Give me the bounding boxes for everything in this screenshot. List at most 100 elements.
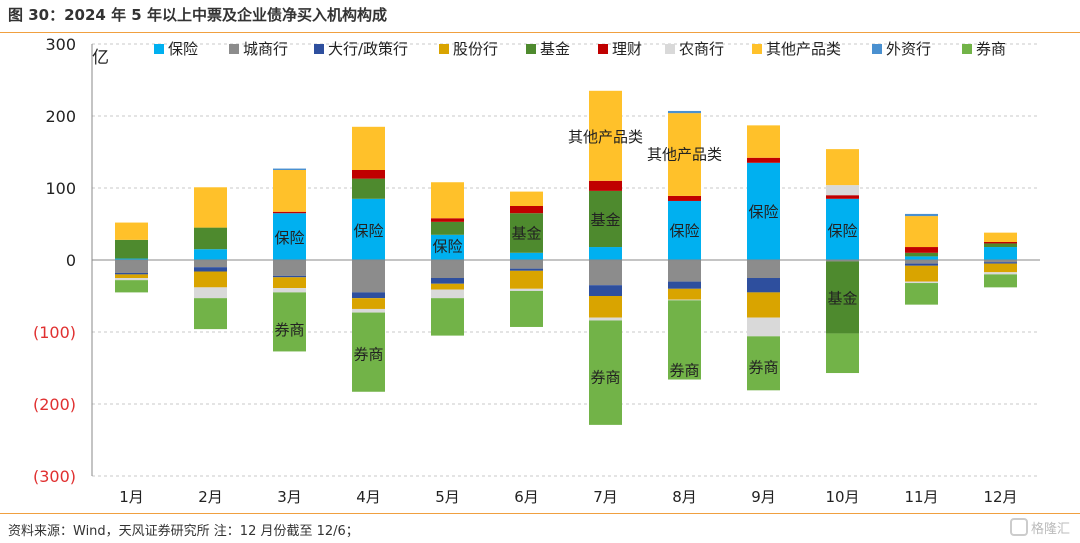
bar-segment xyxy=(905,247,938,253)
bar-annotation: 其他产品类 xyxy=(568,128,643,146)
legend-swatch xyxy=(314,44,324,54)
bar-segment xyxy=(273,213,306,260)
bar-segment xyxy=(273,277,306,289)
bar-segment xyxy=(984,260,1017,263)
bar-segment xyxy=(747,162,780,260)
bar-annotation: 保险 xyxy=(669,222,699,240)
bar-segment xyxy=(510,213,543,253)
watermark-text: 格隆汇 xyxy=(1030,522,1070,537)
bar-segment xyxy=(589,180,622,191)
bar-annotation: 保险 xyxy=(353,222,383,240)
bar-annotation: 保险 xyxy=(432,238,462,256)
bar-segment xyxy=(431,182,464,219)
bar-annotation: 保险 xyxy=(827,222,857,240)
bar-segment xyxy=(510,252,543,260)
bar-segment xyxy=(431,260,464,278)
bar-segment xyxy=(668,281,701,289)
bar-annotation: 其他产品类 xyxy=(647,145,722,163)
bar-segment xyxy=(984,274,1017,288)
y-tick-label: 100 xyxy=(45,179,76,198)
bar-segment xyxy=(510,268,543,271)
bar-segment xyxy=(194,187,227,228)
bar-segment xyxy=(431,234,464,260)
y-tick-label: (100) xyxy=(33,323,76,342)
bar-segment xyxy=(510,270,543,289)
bar-segment xyxy=(589,320,622,425)
bar-segment xyxy=(273,260,306,276)
bar-segment xyxy=(905,263,938,266)
legend-swatch xyxy=(439,44,449,54)
bar-segment xyxy=(352,312,385,392)
bar-segment xyxy=(984,272,1017,275)
bar-segment xyxy=(352,298,385,309)
bar-segment xyxy=(826,333,859,374)
bar-segment xyxy=(826,195,859,199)
bar-segment xyxy=(826,149,859,186)
bar-annotation: 券商 xyxy=(274,321,304,339)
x-tick-label: 9月 xyxy=(751,488,776,506)
y-tick-label: (300) xyxy=(33,467,76,486)
y-tick-label: 200 xyxy=(45,107,76,126)
bar-segment xyxy=(273,292,306,352)
x-tick-label: 10月 xyxy=(825,488,859,506)
bar-segment xyxy=(984,263,1017,273)
legend-label: 保险 xyxy=(168,40,198,58)
bar-segment xyxy=(115,274,148,278)
bar-segment xyxy=(352,178,385,199)
bar-segment xyxy=(826,261,859,334)
legend-swatch xyxy=(229,44,239,54)
bar-segment xyxy=(115,222,148,240)
bar-segment xyxy=(510,206,543,214)
bar-segment xyxy=(431,283,464,290)
bar-annotation: 券商 xyxy=(669,361,699,379)
bar-annotation: 基金 xyxy=(590,211,620,229)
bar-segment xyxy=(984,242,1017,244)
bar-segment xyxy=(431,218,464,222)
bar-segment xyxy=(984,232,1017,242)
bar-segment xyxy=(589,190,622,248)
bar-segment xyxy=(510,288,543,291)
legend-swatch xyxy=(962,44,972,54)
legend-label: 股份行 xyxy=(453,40,498,58)
x-tick-label: 5月 xyxy=(435,488,460,506)
x-tick-label: 2月 xyxy=(198,488,223,506)
legend-label: 农商行 xyxy=(679,40,724,58)
bar-segment xyxy=(510,290,543,327)
x-tick-label: 4月 xyxy=(356,488,381,506)
legend-swatch xyxy=(872,44,882,54)
source-note: 资料来源：Wind，天风证券研究所 注：12 月份截至 12/6； xyxy=(8,524,359,539)
bar-segment xyxy=(352,292,385,299)
legend-label: 城商行 xyxy=(243,40,288,58)
x-tick-label: 8月 xyxy=(672,488,697,506)
bar-segment xyxy=(668,300,701,380)
bar-segment xyxy=(115,278,148,281)
bar-segment xyxy=(589,90,622,181)
watermark: 格隆汇 xyxy=(1009,518,1070,537)
bar-segment xyxy=(747,125,780,158)
legend-swatch xyxy=(665,44,675,54)
top-rule xyxy=(0,32,1080,33)
x-tick-label: 12月 xyxy=(983,488,1017,506)
bar-segment xyxy=(826,260,859,262)
bar-segment xyxy=(115,260,148,273)
bar-segment xyxy=(431,278,464,284)
bar-segment xyxy=(273,170,306,212)
bar-annotation: 券商 xyxy=(353,346,383,364)
x-tick-label: 6月 xyxy=(514,488,539,506)
watermark-logo-icon xyxy=(1009,518,1028,536)
x-tick-label: 7月 xyxy=(593,488,618,506)
bar-segment xyxy=(273,211,306,214)
bar-segment xyxy=(905,283,938,305)
bar-segment xyxy=(826,198,859,260)
bar-segment xyxy=(984,262,1017,264)
bar-segment xyxy=(194,227,227,250)
bar-segment xyxy=(194,267,227,272)
bar-segment xyxy=(905,252,938,257)
x-tick-label: 11月 xyxy=(904,488,938,506)
bar-segment xyxy=(984,243,1017,248)
x-tick-label: 3月 xyxy=(277,488,302,506)
bar-segment xyxy=(747,292,780,318)
bar-segment xyxy=(510,191,543,206)
bar-annotation: 券商 xyxy=(590,369,620,387)
bar-segment xyxy=(747,157,780,163)
